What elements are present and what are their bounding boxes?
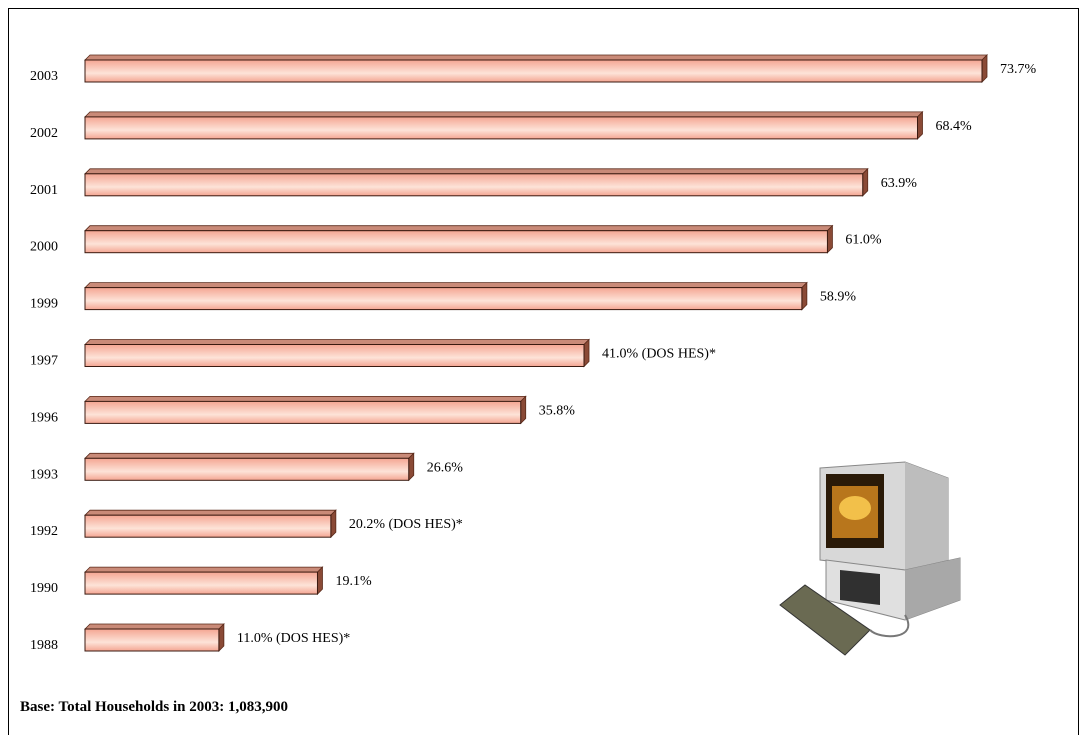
- bar-side: [317, 566, 323, 596]
- bar-top: [84, 339, 590, 345]
- bar-side: [330, 509, 337, 539]
- bar: [84, 344, 585, 367]
- bar-top: [84, 623, 225, 630]
- y-tick-label: 1990: [30, 581, 58, 596]
- bar: [84, 400, 522, 424]
- bar-top: [84, 395, 527, 402]
- bar-side: [917, 110, 923, 140]
- bar: [84, 514, 332, 538]
- y-tick-label: 1992: [30, 524, 58, 539]
- bar-top: [84, 509, 337, 516]
- value-label: 61.0%: [845, 233, 882, 248]
- bar-top: [84, 168, 869, 175]
- value-label: 41.0% (DOS HES)*: [602, 347, 716, 362]
- bar: [84, 628, 220, 652]
- bar-side: [408, 452, 415, 482]
- bar-top: [84, 54, 988, 61]
- bar-side: [981, 54, 988, 83]
- y-tick-label: 1997: [30, 354, 58, 369]
- value-label: 58.9%: [820, 290, 857, 305]
- value-label: 35.8%: [539, 403, 576, 418]
- bar: [84, 230, 828, 254]
- y-tick-label: 2001: [30, 183, 58, 198]
- value-label: 11.0% (DOS HES)*: [237, 631, 350, 646]
- footnote: Base: Total Households in 2003: 1,083,90…: [20, 699, 288, 715]
- bar-side: [218, 623, 225, 652]
- y-tick-label: 2002: [30, 126, 58, 141]
- bar-top: [84, 452, 415, 459]
- bar: [84, 287, 803, 311]
- bar-top: [84, 225, 834, 232]
- bar: [84, 116, 918, 140]
- bar-top: [84, 566, 324, 573]
- y-tick-label: 1996: [30, 410, 58, 425]
- bar-top: [84, 111, 924, 118]
- bar-side: [862, 167, 869, 197]
- bar-side: [801, 281, 808, 311]
- bar: [84, 59, 983, 83]
- bar-side: [827, 224, 833, 254]
- value-label: 63.9%: [881, 176, 918, 191]
- bar: [84, 457, 410, 481]
- bar: [84, 173, 864, 197]
- y-tick-label: 1999: [30, 297, 58, 312]
- bar: [84, 571, 318, 595]
- value-label: 26.6%: [427, 460, 464, 475]
- y-tick-label: 1988: [30, 638, 58, 653]
- computer-icon: [779, 461, 961, 656]
- bar-top: [84, 282, 808, 289]
- value-label: 20.2% (DOS HES)*: [349, 517, 463, 532]
- y-tick-label: 2000: [30, 240, 58, 255]
- value-label: 68.4%: [935, 119, 972, 134]
- y-tick-label: 2003: [30, 69, 58, 84]
- bar-side: [520, 395, 527, 425]
- bar-side: [583, 338, 590, 368]
- value-label: 19.1%: [335, 574, 372, 589]
- value-label: 73.7%: [1000, 62, 1037, 77]
- frame: [8, 8, 1079, 735]
- y-tick-label: 1993: [30, 467, 58, 482]
